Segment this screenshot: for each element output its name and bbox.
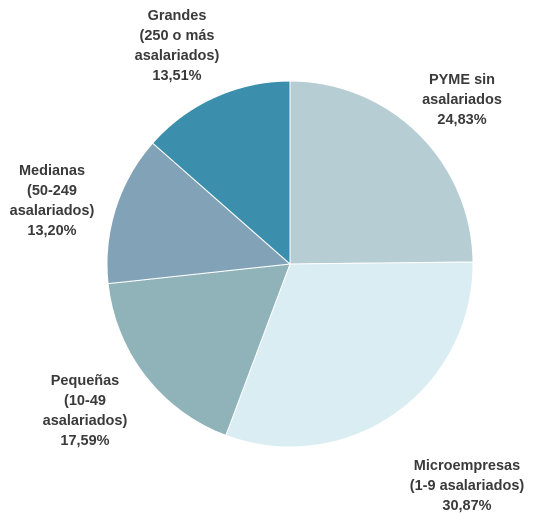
- slice-label-line: (10-49: [64, 393, 106, 409]
- slice-label-line: (50-249: [27, 183, 77, 199]
- pie-slice-3: [106, 142, 292, 285]
- slice-value-label: 13,51%: [152, 68, 202, 84]
- slice-value-label: 30,87%: [442, 498, 492, 514]
- slice-label-line: asalariados: [422, 92, 502, 108]
- slice-label-line: asalariados): [134, 48, 220, 64]
- slice-label-line: Medianas: [18, 163, 86, 179]
- slice-label-pequenas: Pequeñas (10-49 asalariados) 17,59%: [43, 371, 128, 451]
- slice-value-label: 13,20%: [27, 223, 77, 239]
- slice-label-line: (250 o más: [139, 28, 215, 44]
- slice-label-pyme-sin-asalariados: PYME sin asalariados 24,83%: [422, 70, 502, 130]
- pie-slice-1: [225, 261, 474, 448]
- slice-label-medianas: Medianas (50-249 asalariados) 13,20%: [10, 161, 95, 241]
- slice-label-grandes: Grandes (250 o más asalariados) 13,51%: [135, 6, 220, 86]
- pie-slice-4: [151, 80, 291, 266]
- slice-label-line: Microempresas: [413, 458, 521, 474]
- slice-value-label: 24,83%: [437, 112, 487, 128]
- slice-label-line: Grandes: [147, 8, 207, 24]
- slice-label-line: asalariados): [42, 413, 128, 429]
- pie-slice-2: [107, 263, 291, 437]
- pie-slice-0: [289, 80, 474, 265]
- slice-label-line: PYME sin: [428, 72, 496, 88]
- slice-label-line: (1-9 asalariados): [409, 478, 525, 494]
- slice-label-line: Pequeñas: [50, 373, 120, 389]
- slice-label-line: asalariados): [9, 203, 95, 219]
- slice-value-label: 17,59%: [60, 433, 110, 449]
- slice-label-microempresas: Microempresas (1-9 asalariados) 30,87%: [410, 456, 524, 516]
